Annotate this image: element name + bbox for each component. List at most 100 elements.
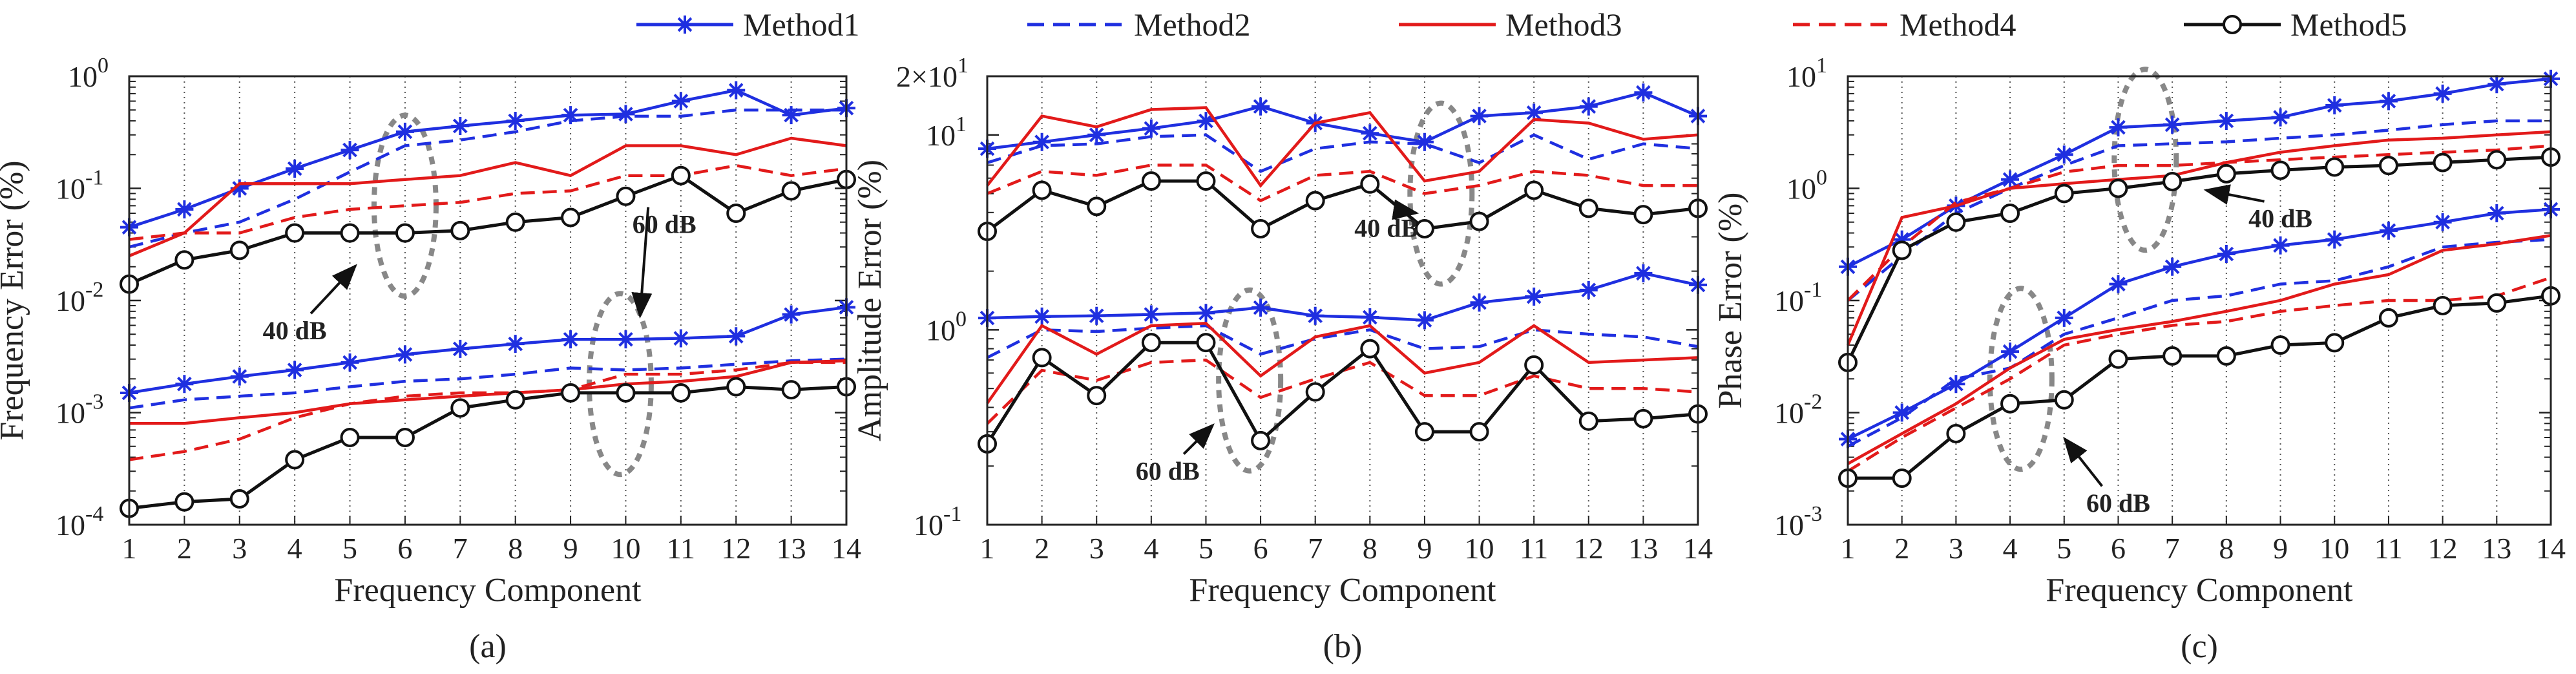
- x-tick-label: 11: [2374, 532, 2403, 565]
- marker-circle: [1196, 333, 1216, 353]
- series-line-method1: [987, 90, 1699, 151]
- series-line-method2: [129, 357, 847, 410]
- y-tick-exponent: 0: [98, 54, 109, 78]
- marker-star: [1197, 304, 1215, 322]
- y-tick-label: 10-3: [56, 390, 103, 430]
- marker-star: [1251, 299, 1270, 317]
- series-line-method3: [129, 359, 847, 425]
- marker-star: [175, 200, 194, 218]
- panel-caption: (a): [469, 628, 507, 665]
- x-tick-label: 1: [1841, 532, 1856, 565]
- series-line-method3: [1846, 130, 2551, 346]
- marker-star: [1251, 97, 1270, 116]
- x-tick-label: 14: [1683, 532, 1713, 565]
- series-line-method4: [129, 163, 847, 241]
- series-line-method1: [1847, 77, 2551, 268]
- marker-circle: [174, 250, 194, 270]
- marker-circle: [395, 223, 415, 243]
- legend-label-method4: Method4: [1900, 6, 2016, 43]
- x-tick-label: 7: [453, 532, 468, 565]
- marker-circle: [1524, 180, 1544, 200]
- series-line-method2: [129, 108, 846, 249]
- marker-circle: [781, 181, 801, 201]
- marker-circle: [726, 377, 746, 397]
- x-axis-label: Frequency Component: [1189, 572, 1496, 609]
- y-axis-label: Amplitude Error (%): [852, 160, 888, 441]
- x-tick-label: 2: [1894, 532, 1909, 565]
- axes-frame: [128, 75, 848, 526]
- marker-star: [286, 361, 304, 379]
- marker-star: [1032, 307, 1051, 326]
- y-axis-label: Frequency Error (%): [0, 160, 30, 440]
- x-tick-label: 1: [122, 532, 137, 565]
- marker-star: [1947, 375, 1965, 394]
- marker-star: [286, 159, 304, 178]
- marker-circle: [340, 427, 360, 447]
- x-tick-label: 10: [1465, 532, 1494, 565]
- marker-circle: [229, 240, 249, 260]
- x-tick-label: 9: [2273, 532, 2288, 565]
- y-tick-exponent: -2: [1804, 390, 1822, 414]
- annotation-label: 60 dB: [2086, 489, 2150, 518]
- annotation-arrow: [631, 207, 653, 319]
- y-tick-label: 100: [926, 307, 967, 346]
- marker-star: [2271, 108, 2290, 127]
- marker-star: [506, 335, 525, 353]
- marker-circle: [340, 223, 360, 243]
- marker-circle: [1414, 219, 1434, 239]
- marker-circle: [1578, 198, 1598, 218]
- marker-star: [616, 330, 635, 349]
- y-tick-label: 100: [68, 54, 109, 93]
- annotation-label: 60 dB: [1136, 456, 1200, 485]
- annotation-arrow: [2063, 436, 2104, 487]
- marker-star: [2217, 245, 2236, 264]
- series-line-method4: [1847, 144, 2551, 302]
- marker-star: [2109, 275, 2128, 293]
- axes-frame: [986, 75, 1699, 526]
- annotation-label: 60 dB: [633, 210, 696, 239]
- x-tick-label: 11: [667, 532, 695, 565]
- marker-star: [1197, 112, 1215, 131]
- marker-circle: [1633, 408, 1653, 428]
- marker-circle: [174, 492, 194, 512]
- x-tick-label: 12: [721, 532, 751, 565]
- series-line-method5: [985, 341, 1699, 445]
- marker-star: [2271, 236, 2290, 255]
- series-line-method3: [129, 136, 847, 258]
- x-tick-label: 3: [232, 532, 247, 565]
- marker-circle: [2000, 394, 2020, 414]
- y-axis-label: Phase Error (%): [1712, 193, 1749, 409]
- marker-star: [340, 353, 359, 372]
- series-line-method1: [1847, 207, 2551, 441]
- y-tick-exponent: -1: [85, 166, 103, 190]
- series-line-method3: [986, 106, 1699, 188]
- x-tick-label: 10: [2319, 532, 2349, 565]
- series-line-method2: [987, 133, 1699, 173]
- legend-label-method2: Method2: [1134, 6, 1251, 43]
- x-tick-label: 6: [2111, 532, 2126, 565]
- marker-star: [2487, 75, 2506, 94]
- y-tick-label: 10-1: [1774, 278, 1822, 317]
- legend-marker-star: [676, 16, 694, 34]
- marker-circle: [1892, 240, 1912, 260]
- marker-circle: [1251, 430, 1271, 450]
- y-tick-label: 101: [926, 112, 967, 152]
- marker-circle: [2378, 156, 2398, 176]
- highlight-ellipse: [1407, 100, 1475, 287]
- marker-circle: [671, 383, 691, 403]
- x-tick-label: 7: [2165, 532, 2180, 565]
- marker-star: [1361, 124, 1379, 143]
- x-tick-label: 12: [1574, 532, 1604, 565]
- marker-star: [1306, 306, 1325, 325]
- marker-circle: [2162, 171, 2183, 191]
- marker-star: [2163, 115, 2182, 134]
- marker-star: [2433, 84, 2452, 103]
- marker-circle: [285, 450, 305, 470]
- legend: Method1 Method2 Method3 Method4 Method5: [636, 6, 2407, 43]
- marker-star: [1892, 403, 1911, 422]
- panel-caption: (c): [2181, 628, 2218, 665]
- marker-star: [2217, 112, 2236, 131]
- marker-star: [2001, 170, 2020, 189]
- highlight-ellipse: [2111, 67, 2179, 253]
